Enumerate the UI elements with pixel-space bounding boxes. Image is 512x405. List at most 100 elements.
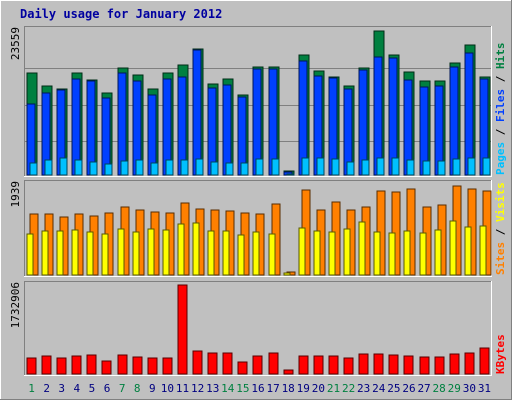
- pages-files-hits-bar-pages-day-10: [165, 159, 174, 176]
- chart-title: Daily usage for January 2012: [20, 7, 222, 21]
- sites-visits-bar-visits-day-20: [313, 230, 321, 276]
- kbytes-bar-kbytes-day-7: [117, 354, 128, 375]
- day-label-11: 11: [176, 382, 189, 395]
- pages-files-hits-bar-pages-day-18: [286, 173, 295, 176]
- pages-files-hits-bar-pages-day-2: [44, 159, 53, 176]
- sites-visits-bar-visits-day-7: [117, 228, 125, 276]
- sites-visits-bar-visits-day-8: [132, 231, 140, 276]
- sites-visits-bar-visits-day-23: [358, 221, 366, 276]
- kbytes-bar-kbytes-day-29: [449, 353, 460, 375]
- day-label-6: 6: [104, 382, 111, 395]
- kbytes-bar-kbytes-day-8: [132, 356, 143, 375]
- pages-files-hits-bar-pages-day-26: [406, 159, 415, 176]
- day-label-12: 12: [191, 382, 204, 395]
- sites-visits-bar-visits-day-4: [71, 229, 79, 276]
- sites-visits-bar-visits-day-18: [283, 272, 291, 276]
- label-sites: Sites: [494, 242, 507, 275]
- sites-visits-bar-visits-day-25: [388, 232, 396, 276]
- kbytes-bar-kbytes-day-28: [434, 356, 445, 375]
- pages-files-hits-bar-files-day-14: [222, 84, 232, 176]
- pages-files-hits-bar-pages-day-8: [135, 159, 144, 176]
- day-label-29: 29: [448, 382, 461, 395]
- day-label-3: 3: [58, 382, 65, 395]
- sites-visits-bar-visits-day-24: [373, 231, 381, 276]
- day-label-31: 31: [478, 382, 491, 395]
- kbytes-bar-kbytes-day-1: [26, 357, 37, 375]
- day-label-10: 10: [161, 382, 174, 395]
- day-label-2: 2: [43, 382, 50, 395]
- pages-files-hits-bar-pages-day-27: [422, 160, 431, 176]
- sites-visits-bar-visits-day-21: [328, 231, 336, 276]
- pages-files-hits-bar-pages-day-25: [391, 157, 400, 176]
- sites-visits-bar-visits-day-16: [252, 231, 260, 276]
- sites-visits-bar-visits-day-22: [343, 228, 351, 276]
- label-kbytes: KBytes: [494, 334, 507, 374]
- sites-visits-bar-visits-day-14: [222, 230, 230, 276]
- sites-visits-ymax-label: 1939: [9, 181, 22, 208]
- label-separator: /: [494, 122, 507, 142]
- kbytes-bar-kbytes-day-25: [388, 354, 399, 375]
- kbytes-bar-kbytes-day-15: [237, 361, 248, 375]
- day-label-28: 28: [433, 382, 446, 395]
- day-label-21: 21: [327, 382, 340, 395]
- pages-files-hits-bar-pages-day-19: [301, 157, 310, 176]
- kbytes-bar-kbytes-day-4: [71, 355, 82, 375]
- day-label-16: 16: [251, 382, 264, 395]
- pages-files-hits-panel: 23559 Pages / Files / Hits: [9, 26, 507, 177]
- pages-files-hits-bar-pages-day-4: [74, 159, 83, 176]
- pages-files-hits-bar-pages-day-3: [59, 157, 68, 176]
- pages-files-hits-bar-pages-day-12: [195, 158, 204, 176]
- day-label-1: 1: [28, 382, 35, 395]
- kbytes-bar-kbytes-day-9: [147, 357, 158, 375]
- day-label-20: 20: [312, 382, 325, 395]
- pages-files-hits-bar-pages-day-9: [150, 162, 159, 176]
- day-label-24: 24: [372, 382, 386, 395]
- kbytes-bar-kbytes-day-23: [358, 353, 369, 375]
- day-label-5: 5: [89, 382, 96, 395]
- day-label-26: 26: [402, 382, 415, 395]
- kbytes-series-label: KBytes: [494, 334, 507, 374]
- pages-files-hits-bar-files-day-6: [101, 97, 111, 176]
- day-label-15: 15: [236, 382, 249, 395]
- kbytes-bar-kbytes-day-22: [343, 357, 354, 375]
- day-label-22: 22: [342, 382, 355, 395]
- label-visits: Visits: [494, 182, 507, 222]
- day-axis: 1 2 3 4 5 6 7 8 9 10 11 12 13 14 15 16 17 18 19 20 21 22 23 24 2…: [28, 382, 491, 395]
- day-label-14: 14: [221, 382, 235, 395]
- kbytes-bar-kbytes-day-14: [222, 352, 233, 375]
- day-label-19: 19: [297, 382, 310, 395]
- pages-files-hits-bar-pages-day-30: [467, 157, 476, 176]
- kbytes-panel: 1732906 KBytes: [9, 281, 507, 376]
- pages-files-hits-bar-pages-day-23: [361, 159, 370, 176]
- sites-visits-bar-visits-day-31: [479, 225, 487, 276]
- pages-files-hits-bar-pages-day-1: [29, 162, 38, 176]
- label-files: Files: [494, 89, 507, 122]
- sites-visits-bar-visits-day-30: [464, 226, 472, 276]
- kbytes-bar-kbytes-day-2: [41, 355, 52, 375]
- pages-files-hits-bar-pages-day-20: [316, 157, 325, 176]
- day-label-30: 30: [463, 382, 476, 395]
- kbytes-bar-kbytes-day-20: [313, 355, 324, 375]
- sites-visits-bar-visits-day-3: [56, 230, 64, 276]
- kbytes-bar-kbytes-day-18: [283, 369, 294, 375]
- pages-files-hits-bar-pages-day-7: [120, 160, 129, 176]
- day-label-7: 7: [119, 382, 126, 395]
- sites-visits-bar-visits-day-26: [403, 230, 411, 276]
- kbytes-bar-kbytes-day-3: [56, 357, 67, 375]
- pages-files-hits-bar-files-day-24: [373, 56, 383, 176]
- pages-files-hits-ymax-label: 23559: [9, 27, 22, 60]
- kbytes-bar-kbytes-day-31: [479, 347, 490, 375]
- day-label-17: 17: [266, 382, 279, 395]
- pages-files-hits-bar-pages-day-13: [210, 161, 219, 176]
- sites-visits-bar-visits-day-9: [147, 228, 155, 276]
- label-hits: Hits: [494, 43, 507, 70]
- pages-files-hits-series-label: Pages / Files / Hits: [494, 43, 507, 176]
- sites-visits-bar-visits-day-28: [434, 229, 442, 276]
- kbytes-bar-kbytes-day-11: [177, 284, 188, 375]
- kbytes-bar-kbytes-day-12: [192, 350, 203, 375]
- sites-visits-bar-visits-day-5: [86, 231, 94, 276]
- pages-files-hits-bar-pages-day-14: [225, 162, 234, 176]
- day-label-4: 4: [74, 382, 81, 395]
